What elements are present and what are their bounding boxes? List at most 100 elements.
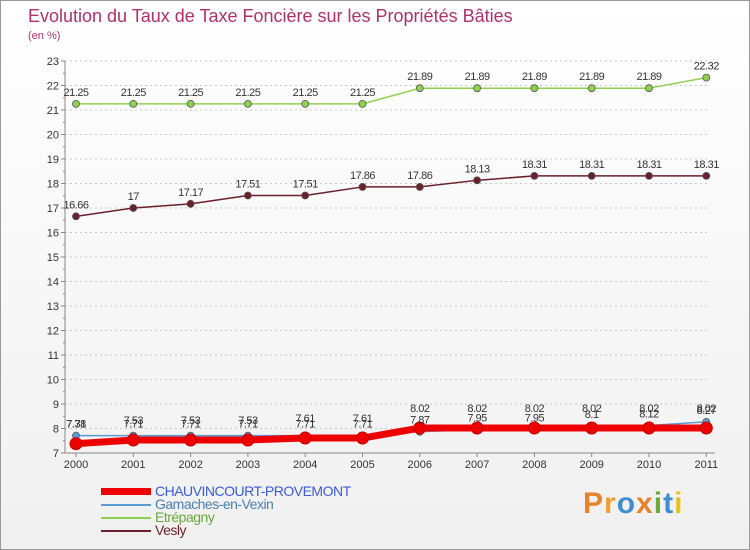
data-label: 21.89 (522, 71, 547, 83)
data-label: 18.13 (465, 163, 490, 175)
x-tick-label: 2008 (522, 459, 546, 471)
y-tick-label: 14 (47, 277, 59, 289)
data-label: 7.71 (66, 419, 86, 431)
data-label: 7.61 (295, 413, 315, 425)
data-label: 7.71 (124, 419, 144, 431)
series-line (75, 175, 707, 218)
data-label: 7.95 (467, 413, 487, 425)
data-point (645, 84, 653, 93)
legend-label: Gamaches-en-Vexin (155, 496, 274, 512)
series-line (76, 76, 707, 105)
data-point (702, 73, 711, 82)
x-tick-label: 2011 (694, 459, 718, 471)
legend-label: Etrépagny (155, 509, 215, 525)
data-point (585, 421, 599, 435)
y-tick-label: 9 (53, 399, 59, 411)
chart-subtitle: (en %) (28, 30, 61, 42)
y-tick-label: 13 (47, 301, 59, 313)
data-label: 21.89 (579, 71, 604, 83)
data-label: 7.71 (238, 419, 258, 431)
data-label: 8.1 (585, 409, 599, 421)
data-label: 18.31 (694, 159, 719, 171)
data-point (358, 99, 367, 108)
data-point (530, 84, 539, 93)
data-point (358, 183, 367, 191)
y-tick-label: 10 (47, 375, 59, 387)
data-label: 8.02 (639, 403, 659, 415)
legend-item: Vesly (101, 523, 351, 537)
data-point (243, 99, 252, 108)
data-point (69, 437, 83, 451)
data-label: 21.25 (293, 87, 318, 99)
data-point (413, 421, 427, 435)
logo-letter: t (663, 487, 675, 520)
data-point (415, 183, 424, 191)
x-tick-label: 2002 (178, 459, 202, 471)
data-point (587, 84, 596, 93)
data-label: 18.31 (636, 159, 661, 171)
legend-item: Gamaches-en-Vexin (101, 496, 351, 512)
data-label: 8.02 (410, 403, 430, 415)
y-tick-label: 23 (47, 56, 59, 68)
legend-item: Etrépagny (101, 509, 351, 525)
y-tick-label: 8 (53, 424, 59, 436)
data-label: 7.53 (238, 415, 258, 427)
data-label: 21.25 (63, 87, 88, 99)
data-label: 21.25 (235, 87, 260, 99)
x-tick-label: 2007 (465, 459, 489, 471)
data-label: 17.51 (235, 179, 260, 191)
x-tick-label: 2001 (121, 459, 145, 471)
data-point (645, 172, 653, 180)
x-tick-label: 2005 (350, 459, 374, 471)
data-point (356, 431, 369, 445)
data-point (527, 421, 541, 435)
data-label: 17 (128, 191, 140, 203)
data-point (241, 433, 255, 447)
data-label: 7.53 (181, 415, 201, 427)
data-label: 8.02 (582, 403, 602, 415)
data-point (243, 191, 252, 200)
proxiti-logo: Proxiti (583, 487, 683, 521)
legend-swatch (101, 488, 151, 495)
y-tick-label: 20 (47, 130, 59, 142)
data-label: 21.89 (465, 71, 490, 83)
data-point (298, 431, 312, 445)
legend-label: CHAUVINCOURT-PROVEMONT (155, 483, 351, 499)
data-label: 7.95 (525, 413, 545, 425)
data-label: 18.31 (522, 159, 547, 171)
data-label: 17.86 (350, 170, 375, 182)
data-point (126, 433, 140, 447)
data-label: 7.61 (353, 413, 373, 425)
data-point (184, 433, 198, 447)
y-tick-label: 19 (47, 154, 59, 166)
data-label: 8.02 (525, 403, 545, 415)
y-tick-label: 16 (47, 228, 59, 240)
data-label: 7.71 (295, 419, 315, 431)
legend-swatch (101, 503, 151, 506)
data-label: 21.89 (636, 71, 661, 83)
x-tick-label: 2003 (236, 459, 260, 471)
x-tick-label: 2004 (293, 459, 317, 471)
y-tick-label: 11 (48, 350, 59, 362)
logo-letter: x (636, 487, 654, 520)
data-point (129, 99, 138, 108)
data-label: 21.25 (121, 87, 146, 99)
data-point (301, 99, 310, 108)
legend: CHAUVINCOURT-PROVEMONT Gamaches-en-Vexin E… (101, 483, 351, 537)
y-tick-label: 17 (47, 203, 59, 215)
data-point (642, 421, 656, 435)
data-point (473, 176, 482, 185)
data-label: 7.71 (353, 419, 373, 431)
x-tick-label: 2010 (637, 459, 661, 471)
data-label: 8.27 (697, 405, 717, 417)
data-label: 8.02 (697, 403, 717, 415)
data-label: 18.31 (579, 159, 604, 171)
x-tick-label: 2006 (408, 459, 432, 471)
data-point (699, 421, 713, 435)
data-point (530, 172, 539, 180)
data-label: 22.32 (694, 61, 719, 73)
data-point (129, 204, 138, 212)
data-label: 16.66 (63, 199, 88, 211)
x-tick-label: 2009 (579, 459, 603, 471)
